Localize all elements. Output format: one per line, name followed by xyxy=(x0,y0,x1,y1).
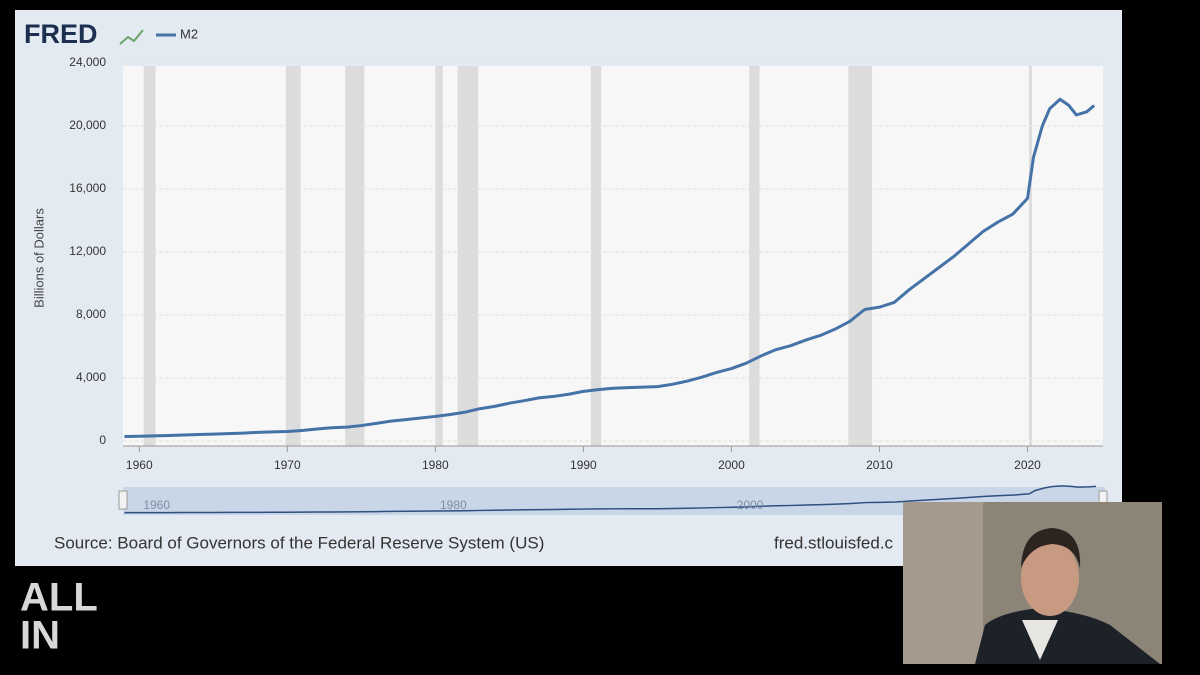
recession-band xyxy=(435,66,443,446)
y-tick-label: 20,000 xyxy=(69,118,106,132)
legend-label: M2 xyxy=(180,26,198,41)
x-tick-label: 2010 xyxy=(866,458,893,472)
y-tick-label: 8,000 xyxy=(76,307,106,321)
y-tick-label: 0 xyxy=(99,433,106,447)
webcam-person-hair xyxy=(1021,528,1081,568)
webcam-person-collar xyxy=(1022,620,1058,660)
recession-band xyxy=(143,66,156,446)
webcam xyxy=(903,502,1162,664)
y-tick-label: 4,000 xyxy=(76,370,106,384)
navigator-tick-label: 1960 xyxy=(143,498,170,512)
navigator-tick-label: 1980 xyxy=(440,498,467,512)
navigator-tick-label: 2000 xyxy=(737,498,764,512)
source-url: fred.stlouisfed.c xyxy=(774,533,894,552)
recession-band xyxy=(848,66,873,446)
x-tick-label: 1960 xyxy=(126,458,153,472)
recession-band xyxy=(590,66,602,446)
series-line xyxy=(124,97,1096,438)
recession-band xyxy=(285,66,301,446)
overlay-logo: IN xyxy=(20,614,60,658)
webcam-wall xyxy=(903,502,983,664)
x-tick-label: 2000 xyxy=(718,458,745,472)
recession-band xyxy=(457,66,479,446)
webcam-person-body xyxy=(975,608,1160,664)
recession-band xyxy=(749,66,760,446)
y-tick-label: 12,000 xyxy=(69,244,106,258)
recession-band xyxy=(345,66,365,446)
brand-logo: FRED xyxy=(24,19,98,49)
source-note: Source: Board of Governors of the Federa… xyxy=(54,533,544,552)
navigator-handle[interactable] xyxy=(118,490,128,510)
navigator-line xyxy=(124,485,1097,514)
x-tick-label: 2020 xyxy=(1014,458,1041,472)
y-tick-label: 24,000 xyxy=(69,55,106,69)
brand-icon xyxy=(119,29,144,45)
x-tick-label: 1990 xyxy=(570,458,597,472)
y-axis-label: Billions of Dollars xyxy=(31,208,46,308)
x-tick-label: 1970 xyxy=(274,458,301,472)
recession-band xyxy=(1028,66,1032,446)
webcam-person-head xyxy=(1021,540,1079,616)
x-tick-label: 1980 xyxy=(422,458,449,472)
overlay-logo: ALL xyxy=(20,576,98,620)
y-tick-label: 16,000 xyxy=(69,181,106,195)
